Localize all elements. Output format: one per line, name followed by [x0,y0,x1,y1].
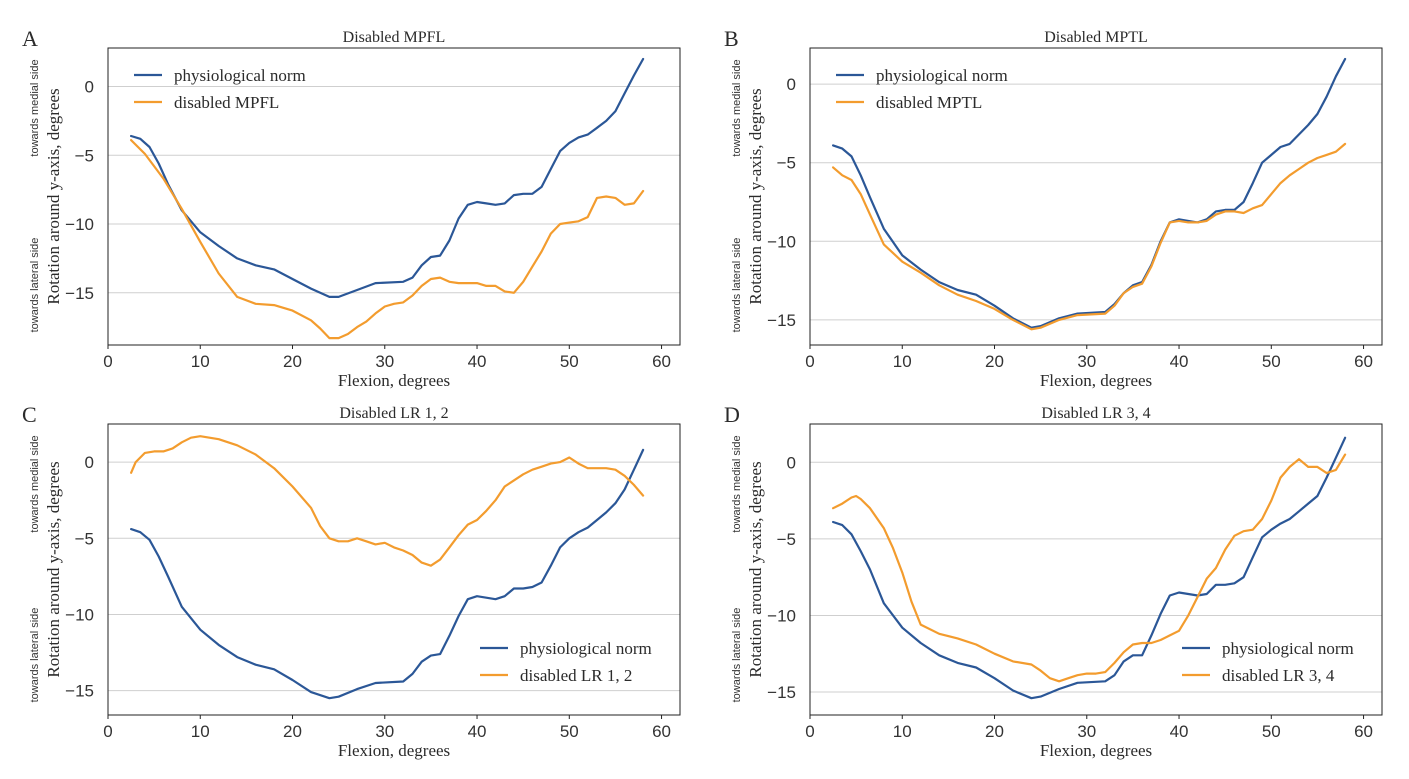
x-tick-label: 0 [805,722,814,741]
chart-title: Disabled MPTL [1044,29,1148,46]
series-line-disabled [832,453,1347,683]
y-axis-upper-note: towards medial side [29,59,41,156]
plot-frame [107,47,681,346]
legend-label: physiological norm [876,66,1008,85]
y-tick-label: −10 [767,232,796,251]
series-line-disabled [130,139,645,340]
y-tick-label: 0 [85,78,94,97]
x-tick-label: 30 [1077,352,1096,371]
legend-label: disabled MPFL [174,93,279,112]
x-tick-label: 20 [985,722,1004,741]
x-axis-label: Flexion, degrees [338,741,450,760]
series-line-disabled [832,142,1347,331]
y-axis-lower-note: towards lateral side [731,238,743,333]
x-tick-label: 0 [103,722,112,741]
series-line-disabled [130,435,645,567]
x-tick-label: 20 [985,352,1004,371]
y-axis-label: Rotation around y-axis, degrees [746,88,765,304]
y-axis-lower-note: towards lateral side [29,238,41,333]
legend-label: physiological norm [1222,639,1354,658]
y-axis-upper-note: towards medial side [29,435,41,532]
legend-label: physiological norm [174,66,306,85]
chart-panel-d: 0 −5 −10 −15 0 10 20 30 40 50 60 Disabled LR 3, 4 D F… [724,402,1383,760]
y-tick-label: −15 [65,682,94,701]
y-tick-label: −5 [777,154,796,173]
y-axis-upper-note: towards medial side [731,59,743,156]
x-tick-label: 30 [375,722,394,741]
x-tick-label: 30 [1077,722,1096,741]
x-tick-label: 50 [560,352,579,371]
chart-title: Disabled MPFL [343,29,446,46]
series-line-norm [832,436,1347,700]
y-axis-lower-note: towards lateral side [731,608,743,703]
y-tick-label: −10 [767,606,796,625]
chart-title: Disabled LR 3, 4 [1041,405,1150,422]
y-tick-label: −15 [767,683,796,702]
y-tick-label: 0 [85,453,94,472]
chart-title: Disabled LR 1, 2 [339,405,448,422]
y-tick-label: −15 [65,284,94,303]
panel-letter: A [22,26,38,51]
x-tick-label: 60 [652,352,671,371]
x-axis-label: Flexion, degrees [1040,741,1152,760]
plot-frame [107,423,681,716]
x-tick-label: 60 [1354,352,1373,371]
y-tick-label: 0 [787,75,796,94]
series-line-norm [130,57,645,298]
chart-panel-a: 0 −5 −10 −15 0 10 20 30 40 50 60 Disabled MPFL A Flex… [22,26,681,390]
panel-letter: C [22,402,37,427]
y-tick-label: −15 [767,311,796,330]
y-axis-label: Rotation around y-axis, degrees [746,461,765,677]
y-axis-label: Rotation around y-axis, degrees [44,461,63,677]
x-tick-label: 10 [893,722,912,741]
series-line-norm [130,448,645,700]
y-tick-label: −5 [75,146,94,165]
x-tick-label: 10 [191,352,210,371]
y-tick-label: −5 [75,529,94,548]
x-tick-label: 10 [191,722,210,741]
x-tick-label: 50 [560,722,579,741]
chart-panel-b: 0 −5 −10 −15 0 10 20 30 40 50 60 Disabled MPTL B Flex… [724,26,1383,390]
x-tick-label: 50 [1262,352,1281,371]
x-tick-label: 50 [1262,722,1281,741]
x-tick-label: 60 [1354,722,1373,741]
legend-label: physiological norm [520,639,652,658]
x-tick-label: 60 [652,722,671,741]
x-tick-label: 30 [375,352,394,371]
x-axis-label: Flexion, degrees [338,371,450,390]
x-tick-label: 0 [805,352,814,371]
plot-frame [809,47,1383,346]
plot-frame [809,423,1383,716]
x-tick-label: 40 [1170,352,1189,371]
legend-label: disabled LR 1, 2 [520,666,632,685]
panel-letter: B [724,26,739,51]
x-tick-label: 40 [1170,722,1189,741]
y-tick-label: −10 [65,215,94,234]
x-tick-label: 20 [283,352,302,371]
y-tick-label: −5 [777,530,796,549]
x-tick-label: 10 [893,352,912,371]
y-axis-upper-note: towards medial side [731,435,743,532]
x-tick-label: 0 [103,352,112,371]
legend-label: disabled LR 3, 4 [1222,666,1335,685]
legend-label: disabled MPTL [876,93,982,112]
y-axis-lower-note: towards lateral side [29,608,41,703]
chart-panel-c: 0 −5 −10 −15 0 10 20 30 40 50 60 Disabled LR 1, 2 C F… [22,402,681,760]
x-tick-label: 40 [468,352,487,371]
x-tick-label: 40 [468,722,487,741]
x-axis-label: Flexion, degrees [1040,371,1152,390]
panel-letter: D [724,402,740,427]
y-tick-label: 0 [787,453,796,472]
y-axis-label: Rotation around y-axis, degrees [44,88,63,304]
y-tick-label: −10 [65,605,94,624]
x-tick-label: 20 [283,722,302,741]
